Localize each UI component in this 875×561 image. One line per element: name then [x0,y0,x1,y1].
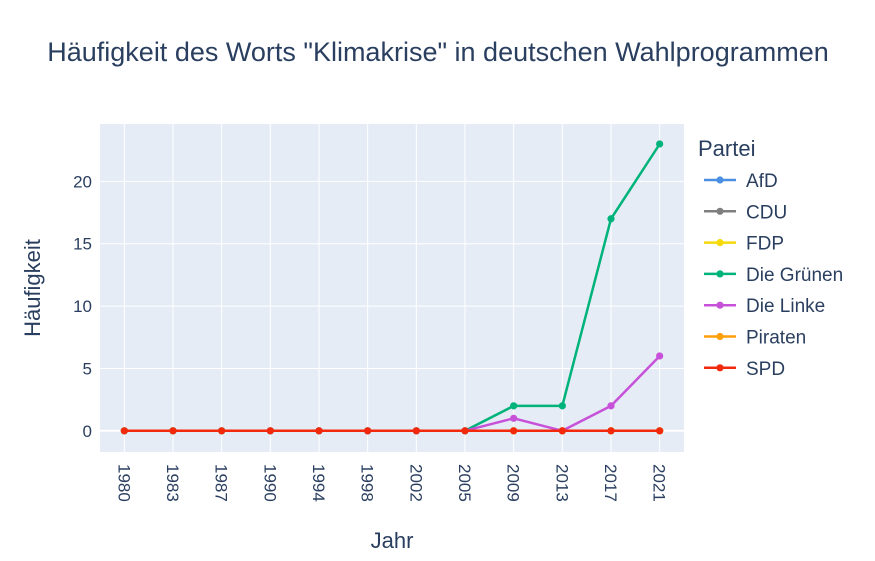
legend[interactable]: Partei AfD CDU FDP Die Grünen Die Linke Pirat… [698,136,843,380]
data-point[interactable] [558,427,566,435]
x-axis-title: Jahr [371,528,414,553]
y-axis-title: Häufigkeit [20,239,45,337]
data-point[interactable] [656,427,664,435]
x-tick-label: 2005 [455,464,474,502]
data-point[interactable] [607,215,615,223]
legend-item[interactable]: SPD [704,359,785,380]
plot-area [100,124,684,452]
legend-item[interactable]: Die Grünen [704,265,843,286]
y-tick-label: 10 [73,297,92,316]
legend-item[interactable]: Piraten [704,328,806,349]
legend-item[interactable]: FDP [704,234,784,255]
data-point[interactable] [412,427,420,435]
legend-label: AfD [746,171,778,192]
series-layer [120,140,664,435]
data-point[interactable] [315,427,323,435]
y-tick-label: 15 [73,235,92,254]
data-point[interactable] [510,427,518,435]
x-tick-label: 2013 [552,464,571,502]
legend-swatch-marker [716,332,724,341]
x-tick-label: 1998 [358,464,377,502]
legend-label: Die Grünen [746,265,843,286]
y-tick-label: 0 [83,422,92,441]
x-tick-label: 2002 [406,464,425,502]
data-point[interactable] [364,427,372,435]
legend-label: Piraten [746,328,806,349]
data-point[interactable] [266,427,274,435]
data-point[interactable] [656,352,664,360]
x-tick-label: 1980 [114,464,133,502]
legend-label: CDU [746,202,787,223]
legend-item[interactable]: CDU [704,202,787,223]
data-point[interactable] [510,402,518,410]
legend-swatch-marker [716,239,724,247]
legend-swatch-marker [716,301,724,309]
legend-label: SPD [746,359,785,380]
data-point[interactable] [558,402,566,410]
legend-item[interactable]: AfD [704,171,778,192]
data-point[interactable] [218,427,226,435]
legend-swatch-marker [716,207,724,215]
y-axis-ticks: 0 5 10 15 20 [73,172,92,440]
legend-item[interactable]: Die Linke [704,296,825,317]
x-axis-ticks: 1980 1983 1987 1990 1994 1998 2002 2005 2009 2013… [114,464,668,502]
data-point[interactable] [120,427,128,435]
legend-title: Partei [698,136,755,161]
y-tick-label: 5 [83,359,92,378]
legend-swatch-marker [716,270,724,278]
data-point[interactable] [607,427,615,435]
data-point[interactable] [510,414,518,422]
data-point[interactable] [461,427,469,435]
legend-swatch-marker [716,176,724,184]
x-tick-label: 2021 [650,464,669,502]
x-tick-label: 1994 [309,464,328,502]
x-tick-label: 1983 [163,464,182,502]
x-tick-label: 1990 [260,464,279,502]
data-point[interactable] [656,140,664,148]
series-spd [120,427,664,435]
data-point[interactable] [169,427,177,435]
x-tick-label: 2017 [601,464,620,502]
y-tick-label: 20 [73,172,92,191]
x-tick-label: 1987 [212,464,231,502]
legend-label: Die Linke [746,296,825,317]
x-tick-label: 2009 [504,464,523,502]
legend-label: FDP [746,234,784,255]
legend-swatch-marker [716,364,724,372]
chart-title: Häufigkeit des Worts "Klimakrise" in deu… [47,37,828,67]
data-point[interactable] [607,402,615,410]
